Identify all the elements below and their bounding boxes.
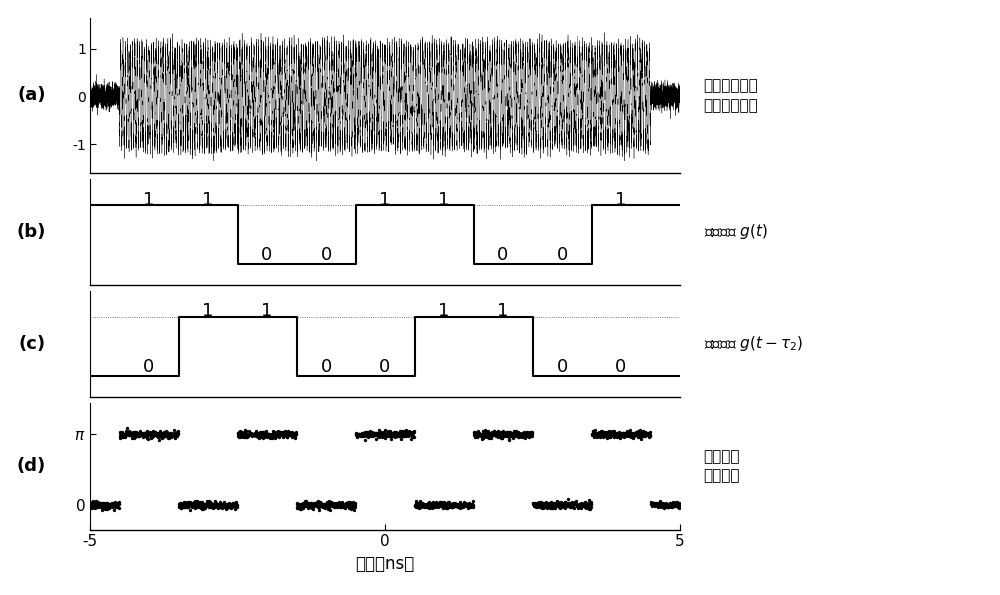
Text: 0: 0: [320, 246, 332, 264]
Text: 1: 1: [438, 302, 450, 321]
Text: 1: 1: [615, 190, 627, 209]
Text: 相位编码信号
的归一化波形: 相位编码信号 的归一化波形: [704, 78, 758, 113]
Text: 0: 0: [379, 358, 391, 376]
Text: 1: 1: [261, 302, 273, 321]
Text: 编码信号 $g(t)$: 编码信号 $g(t)$: [704, 223, 768, 242]
Text: 0: 0: [556, 358, 568, 376]
Text: 1: 1: [202, 190, 214, 209]
Text: 0: 0: [497, 246, 509, 264]
Text: 0: 0: [320, 358, 332, 376]
Text: 1: 1: [202, 302, 214, 321]
X-axis label: 时间（ns）: 时间（ns）: [355, 555, 415, 573]
Text: 0: 0: [143, 358, 155, 376]
Text: (c): (c): [19, 335, 46, 353]
Text: 1: 1: [497, 302, 509, 321]
Text: 1: 1: [438, 190, 450, 209]
Text: 0: 0: [261, 246, 273, 264]
Text: 提取出的
相位信息: 提取出的 相位信息: [704, 449, 740, 484]
Text: 编码信号 $g(t-\tau_2)$: 编码信号 $g(t-\tau_2)$: [704, 334, 803, 353]
Text: 1: 1: [143, 190, 155, 209]
Text: (d): (d): [16, 457, 46, 475]
Text: (b): (b): [16, 223, 46, 241]
Text: 0: 0: [556, 246, 568, 264]
Text: (a): (a): [17, 86, 46, 104]
Text: 1: 1: [379, 190, 391, 209]
Text: 0: 0: [615, 358, 627, 376]
